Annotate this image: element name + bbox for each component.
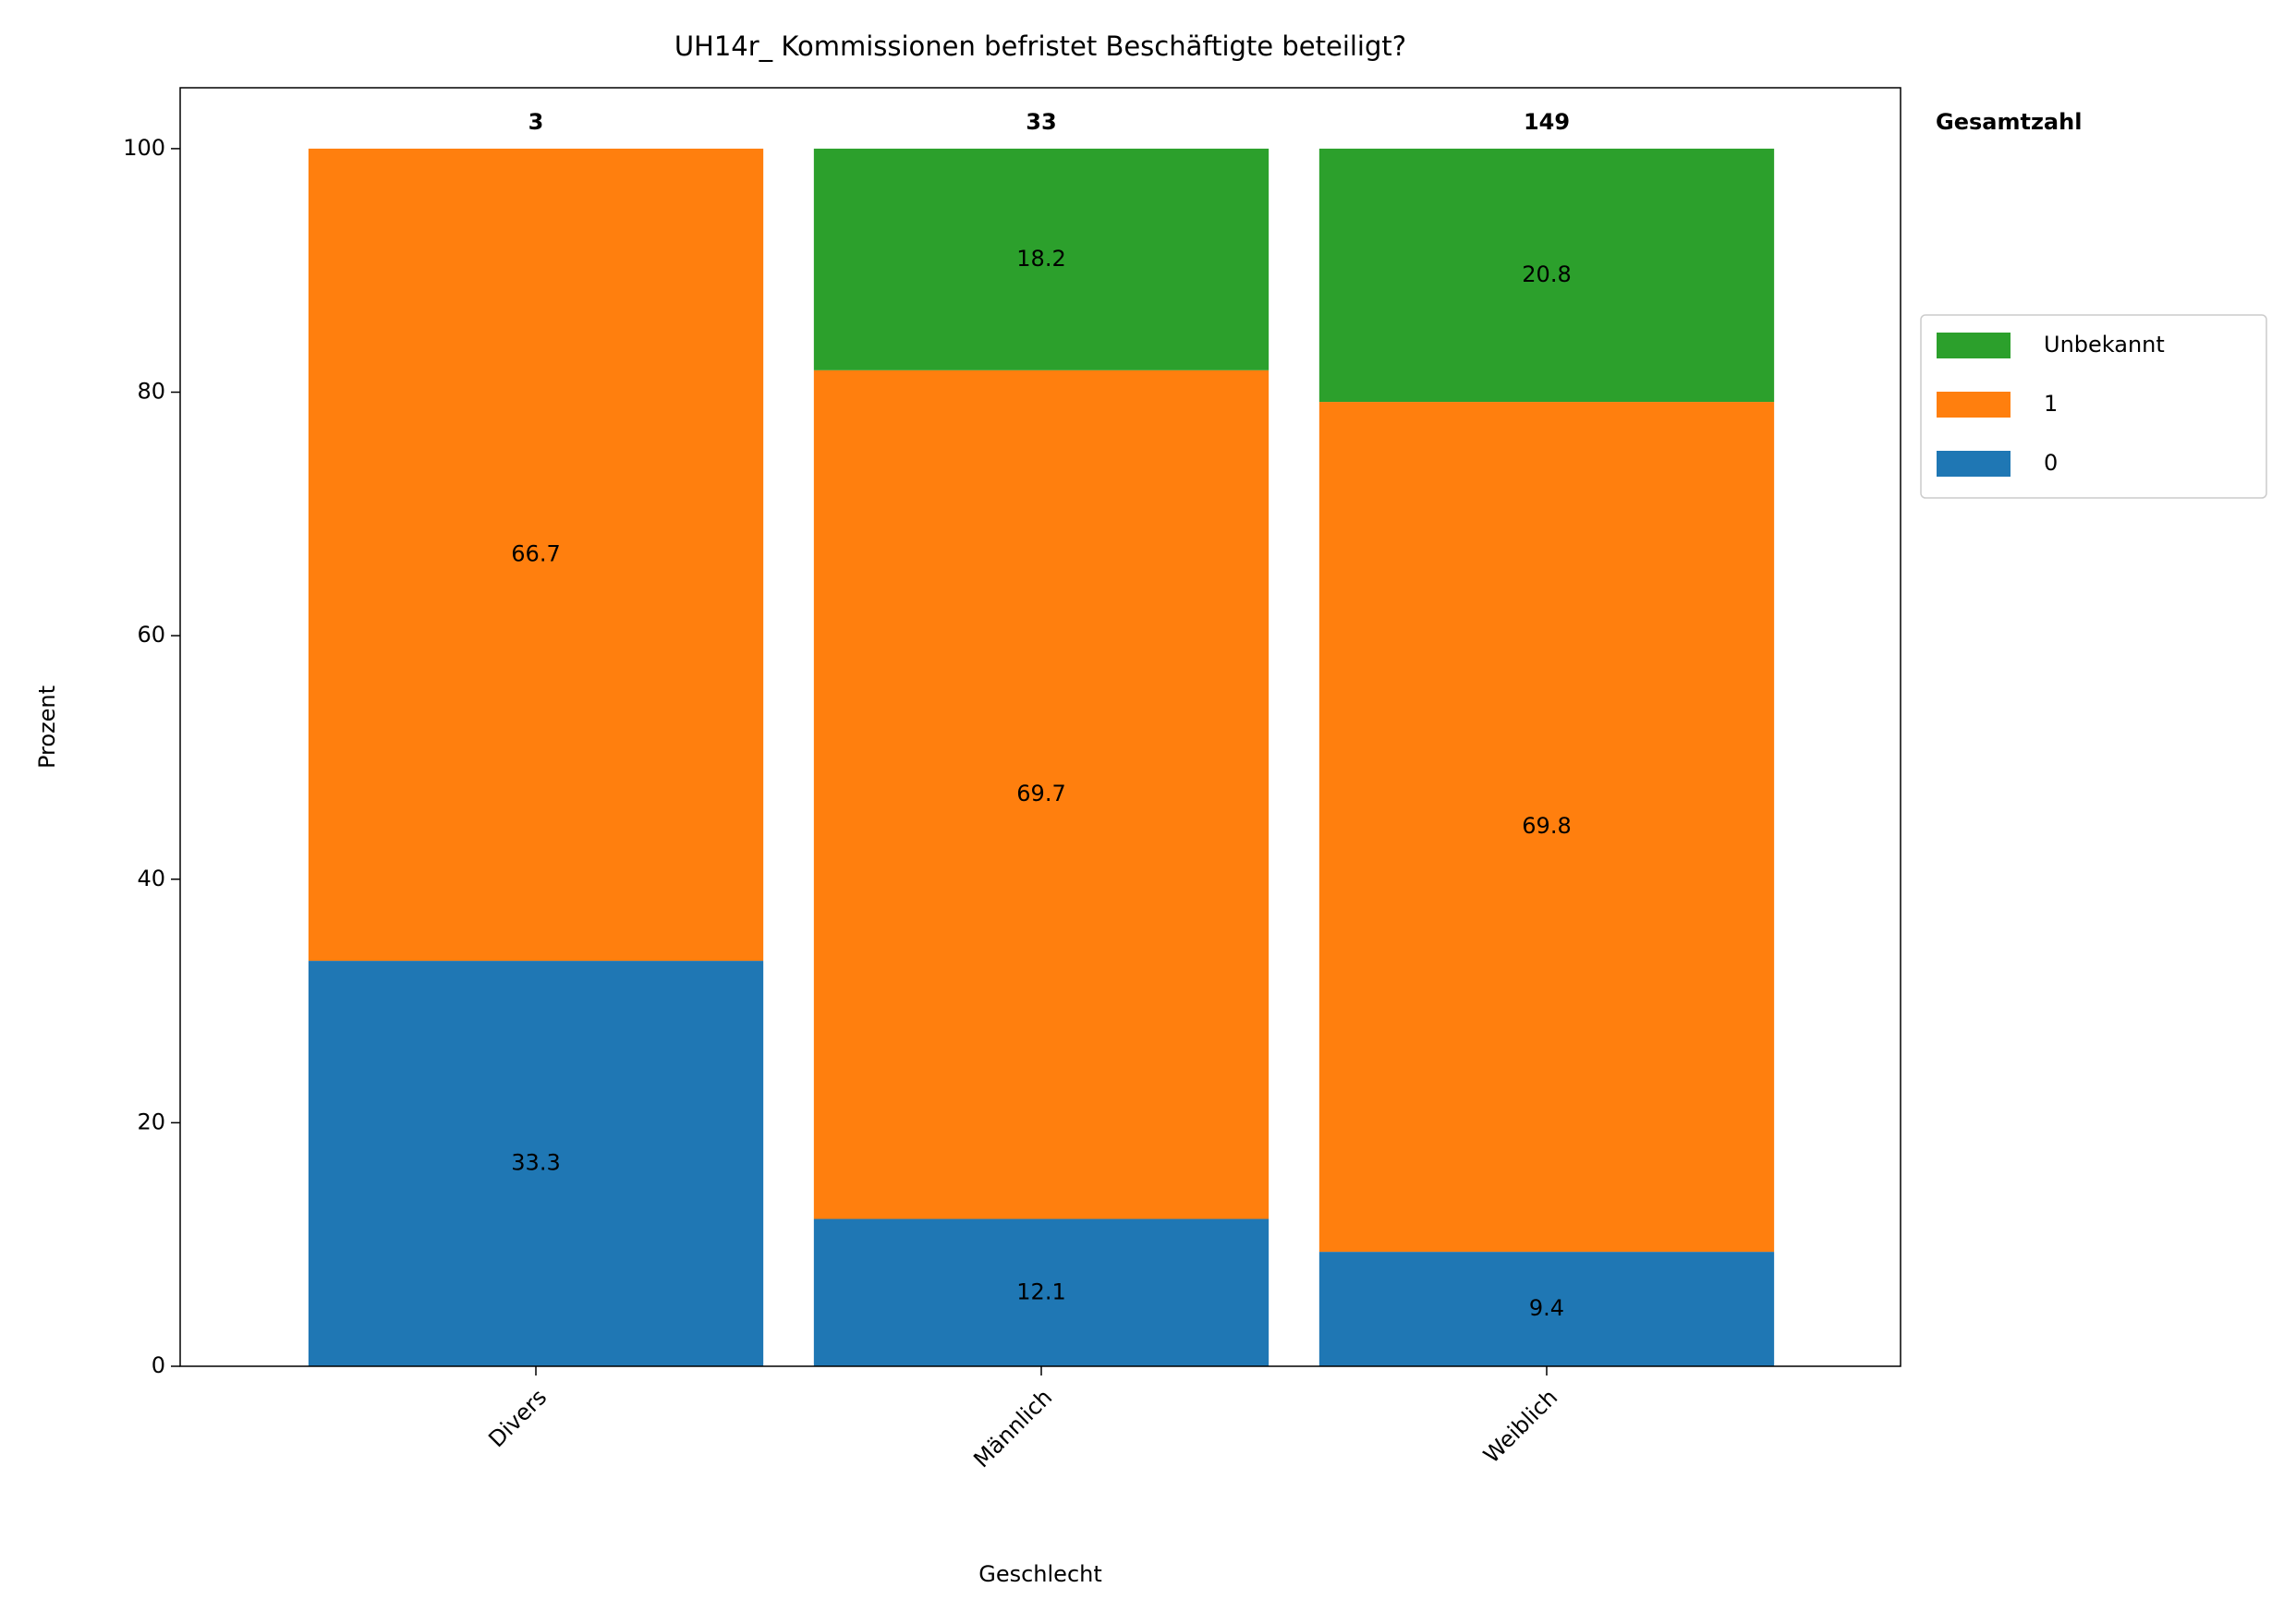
- y-tick-label: 40: [137, 866, 165, 891]
- plot-frame: [179, 87, 1901, 1367]
- bar-segment: [1318, 148, 1775, 403]
- bar-segment: [813, 1218, 1269, 1366]
- total-label: 3: [528, 109, 544, 135]
- legend-swatch: [1937, 333, 2011, 358]
- total-label: 149: [1524, 109, 1570, 135]
- value-label: 69.8: [1522, 813, 1571, 839]
- bar-segment: [308, 961, 764, 1366]
- chart-title: UH14r_ Kommissionen befristet Beschäftig…: [674, 30, 1406, 62]
- value-label: 12.1: [1016, 1279, 1065, 1304]
- y-tick-label: 0: [152, 1352, 165, 1378]
- total-label: 33: [1026, 109, 1056, 135]
- bar-segment: [308, 148, 764, 962]
- legend-label: 0: [2044, 450, 2058, 476]
- legend-swatch: [1937, 451, 2011, 477]
- value-label: 9.4: [1529, 1295, 1564, 1321]
- value-label: 20.8: [1522, 261, 1571, 287]
- value-label: 33.3: [511, 1150, 560, 1176]
- y-tick-label: 60: [137, 622, 165, 648]
- legend-swatch: [1937, 392, 2011, 418]
- y-tick-label: 80: [137, 379, 165, 405]
- totals-heading: Gesamtzahl: [1936, 109, 2082, 135]
- bar-segment: [1318, 1252, 1775, 1366]
- legend-label: 1: [2044, 391, 2058, 417]
- y-tick-label: 20: [137, 1109, 165, 1134]
- value-label: 66.7: [511, 540, 560, 566]
- y-tick-label: 100: [123, 135, 165, 161]
- legend-label: Unbekannt: [2044, 332, 2165, 358]
- bar-segment: [1318, 402, 1775, 1253]
- value-label: 69.7: [1016, 781, 1065, 806]
- bar-segment: [813, 370, 1269, 1219]
- y-axis-label: Prozent: [34, 685, 60, 769]
- x-axis-label: Geschlecht: [978, 1561, 1102, 1587]
- bar-segment: [813, 148, 1269, 370]
- value-label: 18.2: [1016, 246, 1065, 272]
